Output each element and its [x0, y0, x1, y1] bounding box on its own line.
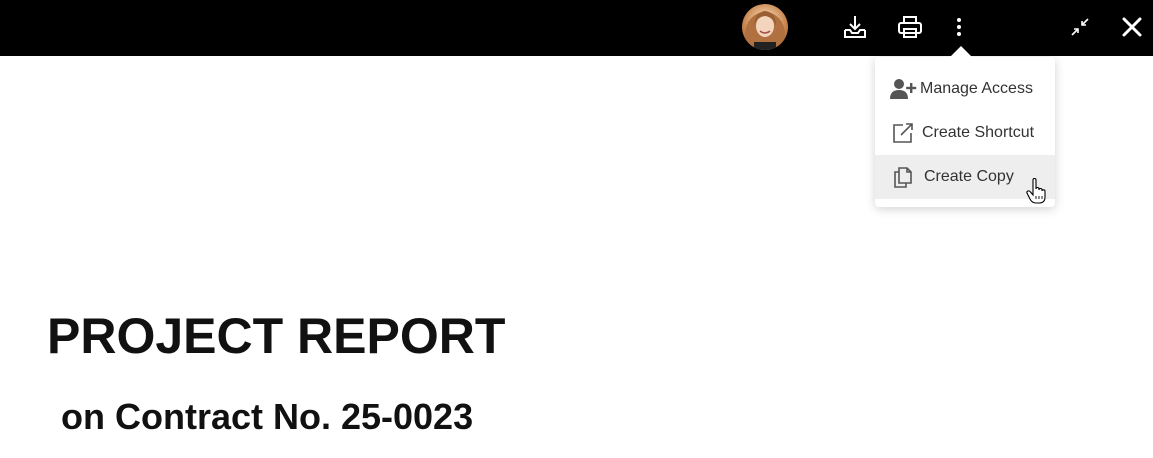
menu-item-label: Create Shortcut: [922, 124, 1035, 141]
download-icon[interactable]: [838, 10, 872, 44]
menu-item-label: Manage Access: [920, 80, 1033, 97]
copy-icon: [889, 165, 917, 189]
external-link-icon: [889, 121, 917, 145]
top-toolbar: [0, 0, 1153, 56]
menu-item-manage-access[interactable]: Manage Access: [875, 67, 1055, 111]
user-avatar[interactable]: [742, 4, 788, 50]
close-icon[interactable]: [1115, 10, 1149, 44]
more-vertical-icon[interactable]: [942, 10, 976, 44]
menu-item-create-copy[interactable]: Create Copy: [875, 155, 1055, 199]
document-subtitle: on Contract No. 25-0023: [61, 396, 474, 437]
more-options-menu: Manage Access Create Shortcut Create Cop…: [875, 57, 1055, 207]
document-title: PROJECT REPORT: [47, 308, 506, 364]
menu-item-create-shortcut[interactable]: Create Shortcut: [875, 111, 1055, 155]
menu-item-label: Create Copy: [924, 168, 1014, 185]
printer-icon[interactable]: [893, 10, 927, 44]
collapse-icon[interactable]: [1063, 10, 1097, 44]
add-user-icon: [889, 77, 917, 101]
dropdown-caret: [950, 46, 972, 57]
